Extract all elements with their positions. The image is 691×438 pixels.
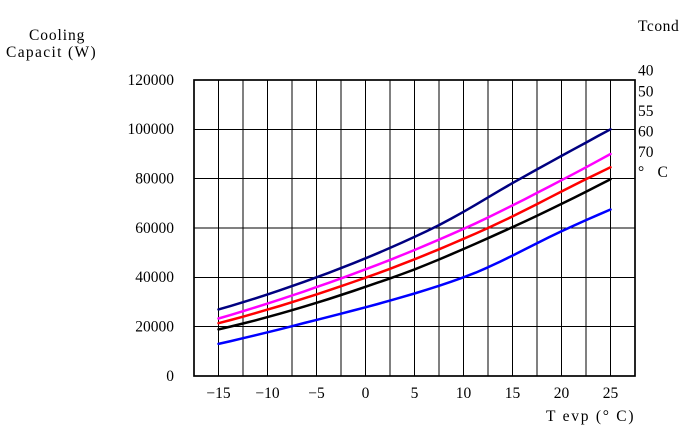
svg-text:0: 0 <box>166 368 174 385</box>
svg-text:Tcond: Tcond <box>638 18 679 35</box>
svg-text:−10: −10 <box>255 385 279 402</box>
svg-text:20: 20 <box>554 385 570 402</box>
svg-text:120000: 120000 <box>128 72 175 89</box>
svg-text:100000: 100000 <box>128 121 175 138</box>
svg-text:80000: 80000 <box>135 171 174 188</box>
svg-text:40: 40 <box>638 63 654 80</box>
svg-text:Capacit (W): Capacit (W) <box>6 44 97 61</box>
svg-text:−5: −5 <box>308 385 325 402</box>
svg-text:20000: 20000 <box>135 319 174 336</box>
svg-text:15: 15 <box>505 385 521 402</box>
svg-text:Cooling: Cooling <box>29 27 85 44</box>
svg-text:60000: 60000 <box>135 220 174 237</box>
svg-text:T evp (° C): T evp (° C) <box>546 408 635 425</box>
svg-text:50: 50 <box>638 84 654 101</box>
svg-text:−15: −15 <box>206 385 230 402</box>
svg-text:40000: 40000 <box>135 269 174 286</box>
svg-text:70: 70 <box>638 144 654 161</box>
svg-text:60: 60 <box>638 123 654 140</box>
svg-text:55: 55 <box>638 103 654 120</box>
svg-text:10: 10 <box>456 385 472 402</box>
svg-text:°: ° <box>638 164 644 181</box>
svg-text:5: 5 <box>411 385 419 402</box>
svg-text:25: 25 <box>603 385 619 402</box>
svg-text:C: C <box>658 164 668 181</box>
svg-text:0: 0 <box>362 385 370 402</box>
